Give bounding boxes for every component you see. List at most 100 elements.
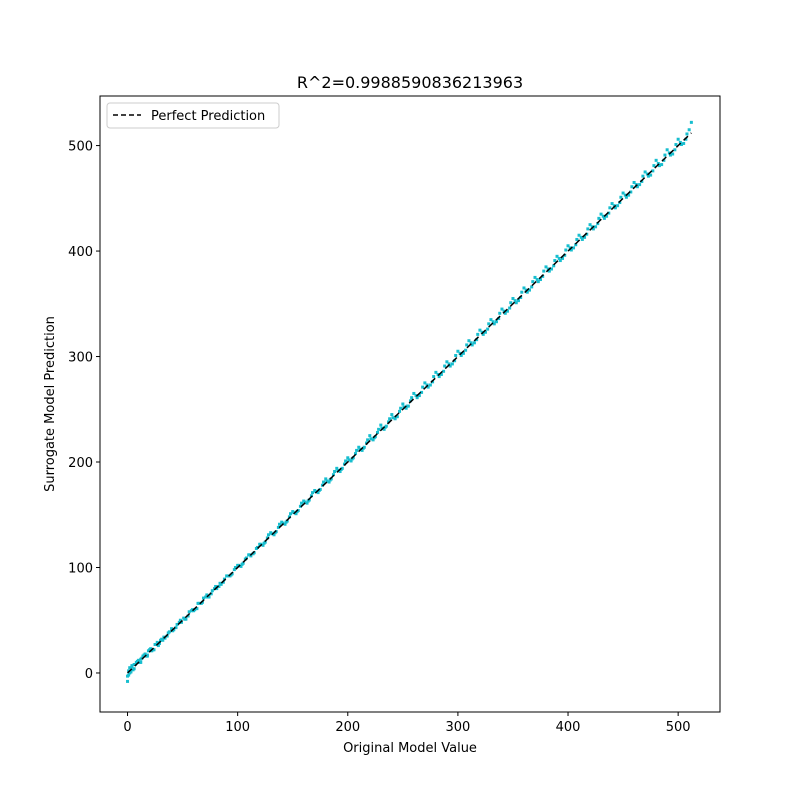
scatter-point	[233, 565, 237, 569]
scatter-point	[215, 587, 219, 591]
scatter-point	[217, 584, 221, 588]
scatter-point	[135, 659, 139, 663]
scatter-point	[294, 512, 298, 516]
scatter-point	[497, 317, 501, 321]
scatter-point	[327, 480, 331, 484]
scatter-point	[514, 301, 518, 305]
scatter-point	[646, 174, 650, 178]
scatter-point	[335, 466, 339, 470]
x-tick-label: 100	[225, 720, 250, 735]
scatter-point	[254, 547, 258, 551]
scatter-point	[667, 151, 671, 155]
scatter-point	[380, 426, 384, 430]
scatter-point	[305, 501, 309, 505]
scatter-point	[513, 299, 517, 303]
scatter-point	[436, 372, 440, 376]
chart-title: R^2=0.9988590836213963	[297, 73, 523, 92]
scatter-point	[368, 434, 372, 438]
scatter-point	[205, 593, 209, 597]
scatter-point	[133, 663, 137, 667]
scatter-point	[475, 338, 479, 342]
scatter-point	[276, 525, 280, 529]
scatter-point	[500, 307, 504, 311]
scatter-point	[674, 143, 678, 147]
scatter-point	[129, 670, 133, 674]
scatter-point	[505, 309, 509, 313]
scatter-point	[239, 564, 243, 568]
points-layer	[126, 120, 693, 683]
x-tick-label: 400	[556, 720, 581, 735]
scatter-point	[140, 656, 144, 660]
scatter-point	[154, 642, 158, 646]
scatter-point	[349, 459, 353, 463]
scatter-point	[443, 364, 447, 368]
scatter-point	[525, 290, 529, 294]
scatter-point	[393, 417, 397, 421]
scatter-point	[439, 372, 443, 376]
scatter-point	[536, 280, 540, 284]
scatter-point	[295, 510, 299, 514]
scatter-point	[387, 420, 391, 424]
scatter-point	[328, 478, 332, 482]
scatter-point	[492, 322, 496, 326]
scatter-point	[309, 494, 313, 498]
scatter-point	[656, 162, 660, 166]
x-tick-label: 200	[335, 720, 360, 735]
scatter-point	[292, 511, 296, 515]
scatter-point	[558, 259, 562, 263]
scatter-point	[673, 148, 677, 152]
scatter-point	[404, 406, 408, 410]
scatter-point	[608, 206, 612, 210]
scatter-point	[520, 290, 524, 294]
scatter-point	[572, 246, 576, 250]
scatter-point	[541, 274, 545, 278]
scatter-point	[339, 467, 343, 471]
scatter-point	[324, 477, 328, 481]
scatter-point	[524, 288, 528, 292]
scatter-point	[369, 437, 373, 441]
scatter-point	[580, 237, 584, 241]
scatter-point	[306, 499, 310, 503]
scatter-point	[465, 343, 469, 347]
scatter-point	[553, 259, 557, 263]
scatter-point	[671, 152, 675, 156]
scatter-point	[259, 542, 263, 546]
scatter-point	[623, 193, 627, 197]
x-tick-label: 0	[123, 720, 131, 735]
scatter-point	[638, 183, 642, 187]
scatter-point	[516, 299, 520, 303]
scatter-point	[342, 462, 346, 466]
scatter-point	[283, 522, 287, 526]
scatter-point	[179, 620, 183, 624]
ticks-layer: 0 100 200 300 400 500 0 100 200 300 400 500	[68, 140, 690, 735]
scatter-point	[552, 264, 556, 268]
scatter-point	[251, 552, 255, 556]
scatter-point	[333, 470, 337, 474]
scatter-point	[303, 500, 307, 504]
scatter-point	[417, 394, 421, 398]
scatter-point	[649, 173, 653, 177]
scatter-point	[206, 595, 210, 599]
scatter-point	[591, 227, 595, 231]
scatter-point	[555, 254, 559, 258]
scatter-point	[426, 385, 430, 389]
scatter-point	[344, 459, 348, 463]
scatter-point	[431, 380, 435, 384]
legend: Perfect Prediction	[106, 102, 280, 129]
scatter-point	[210, 589, 214, 593]
scatter-point	[372, 436, 376, 440]
scatter-point	[596, 222, 600, 226]
scatter-point	[240, 562, 244, 566]
scatter-point	[391, 416, 395, 420]
scatter-point	[483, 330, 487, 334]
scatter-point	[157, 641, 161, 645]
scatter-point	[360, 448, 364, 452]
scatter-point	[602, 216, 606, 220]
scatter-point	[605, 214, 609, 218]
scatter-point	[262, 541, 266, 545]
scatter-point	[138, 660, 142, 664]
scatter-point	[226, 574, 230, 578]
plot-area-frame	[99, 95, 721, 713]
scatter-point	[398, 409, 402, 413]
scatter-point	[630, 185, 634, 189]
